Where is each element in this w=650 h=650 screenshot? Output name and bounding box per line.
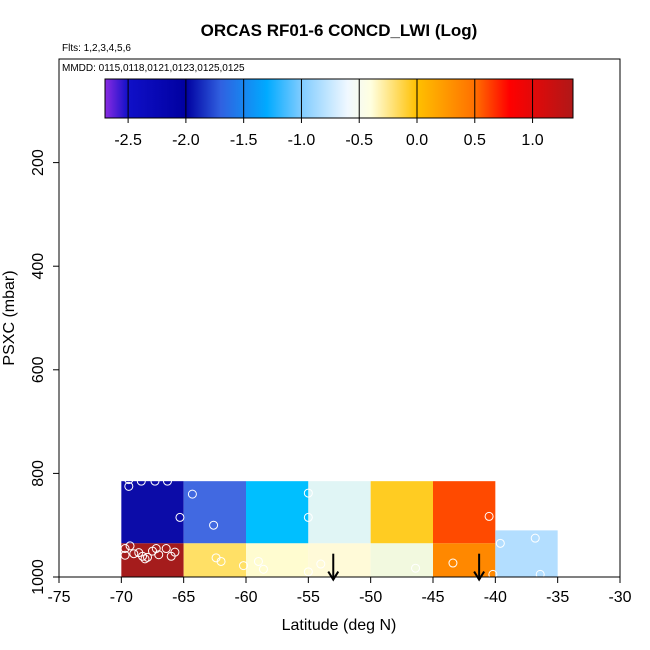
x-tick-label: -75 — [47, 589, 70, 606]
arrow-head — [327, 571, 340, 582]
data-point — [120, 544, 130, 554]
data-point — [138, 551, 148, 561]
heatmap-cell — [121, 481, 184, 544]
data-point — [140, 554, 150, 564]
heatmap-cell — [183, 481, 246, 544]
x-tick-label: -45 — [421, 589, 444, 606]
data-point — [253, 556, 263, 566]
chart-title: ORCAS RF01-6 CONCD_LWI (Log) — [201, 21, 478, 40]
data-point — [530, 533, 540, 543]
data-point — [495, 538, 505, 548]
data-point — [535, 569, 545, 577]
x-tick-label: -30 — [608, 589, 631, 606]
data-point — [124, 481, 134, 491]
colorbar-tick-label: 1.0 — [521, 132, 543, 149]
data-point — [303, 567, 313, 577]
x-axis-label: Latitude (deg N) — [282, 617, 397, 634]
heatmap-cells — [121, 481, 558, 577]
x-tick-label: -50 — [359, 589, 382, 606]
data-point — [303, 512, 313, 522]
data-point — [411, 563, 421, 573]
x-tick-label: -70 — [110, 589, 133, 606]
data-point — [175, 512, 185, 522]
colorbar-tick-label: -1.5 — [230, 132, 258, 149]
dates-note: MMDD: 0115,0118,0121,0123,0125,0125 — [62, 63, 245, 74]
data-point — [216, 556, 226, 566]
colorbar-tick-label: -0.5 — [345, 132, 373, 149]
colorbar — [104, 78, 574, 119]
colorbar-tick-label: -2.5 — [114, 132, 142, 149]
data-point — [120, 550, 130, 560]
x-tick-label: -40 — [484, 589, 507, 606]
data-point — [316, 559, 326, 569]
data-point — [150, 476, 160, 486]
heatmap-cell — [433, 481, 496, 544]
data-point — [209, 520, 219, 530]
plot-frame — [58, 58, 621, 578]
data-point — [162, 476, 172, 486]
data-point — [151, 544, 161, 554]
colorbar-tick-label: 0.0 — [406, 132, 428, 149]
flights-note: Flts: 1,2,3,4,5,6 — [62, 43, 131, 54]
data-point — [136, 476, 146, 486]
x-tick-label: -65 — [172, 589, 195, 606]
y-tick-label: 1000 — [30, 559, 47, 595]
y-tick-label: 800 — [30, 460, 47, 487]
heatmap-cell — [246, 543, 309, 577]
data-point — [154, 550, 164, 560]
data-point — [258, 564, 268, 574]
heatmap-cell — [433, 543, 496, 577]
heatmap-cell — [495, 530, 558, 577]
data-point — [170, 547, 180, 557]
data-point — [143, 552, 153, 562]
y-axis-label: PSXC (mbar) — [1, 270, 18, 365]
colorbar-tick-label: -1.0 — [288, 132, 316, 149]
heatmap-cell — [370, 481, 433, 544]
data-point — [488, 569, 498, 577]
colorbar-ticks: -2.5 -2.0 -1.5 -1.0 -0.5 0.0 0.5 1.0 — [114, 79, 544, 149]
x-axis: -75 -70 -65 -60 -55 -50 -45 -40 -35 -30 — [47, 577, 632, 606]
data-point — [484, 511, 494, 521]
arrow-head — [473, 571, 485, 582]
colorbar-tick-label: -2.0 — [172, 132, 200, 149]
y-tick-label: 400 — [30, 253, 47, 280]
heatmap-cell — [246, 481, 309, 544]
y-tick-label: 200 — [30, 149, 47, 176]
heatmap-cell — [308, 481, 371, 544]
x-tick-label: -60 — [234, 589, 257, 606]
colorbar-tick-label: 0.5 — [464, 132, 486, 149]
y-axis: 200 400 600 800 1000 — [30, 149, 59, 595]
heatmap-cell — [183, 543, 246, 577]
y-tick-label: 600 — [30, 356, 47, 383]
heatmap-cell — [308, 543, 371, 577]
data-point — [129, 549, 139, 559]
observation-points — [120, 475, 545, 577]
data-point — [303, 488, 313, 498]
x-tick-label: -55 — [297, 589, 320, 606]
data-point — [124, 475, 134, 485]
heatmap-cell — [370, 543, 433, 577]
data-point — [187, 489, 197, 499]
data-point — [161, 544, 171, 554]
x-tick-label: -35 — [546, 589, 569, 606]
data-point — [448, 558, 458, 568]
data-point — [125, 541, 135, 551]
surface-arrows — [327, 553, 485, 582]
data-point — [239, 561, 249, 571]
